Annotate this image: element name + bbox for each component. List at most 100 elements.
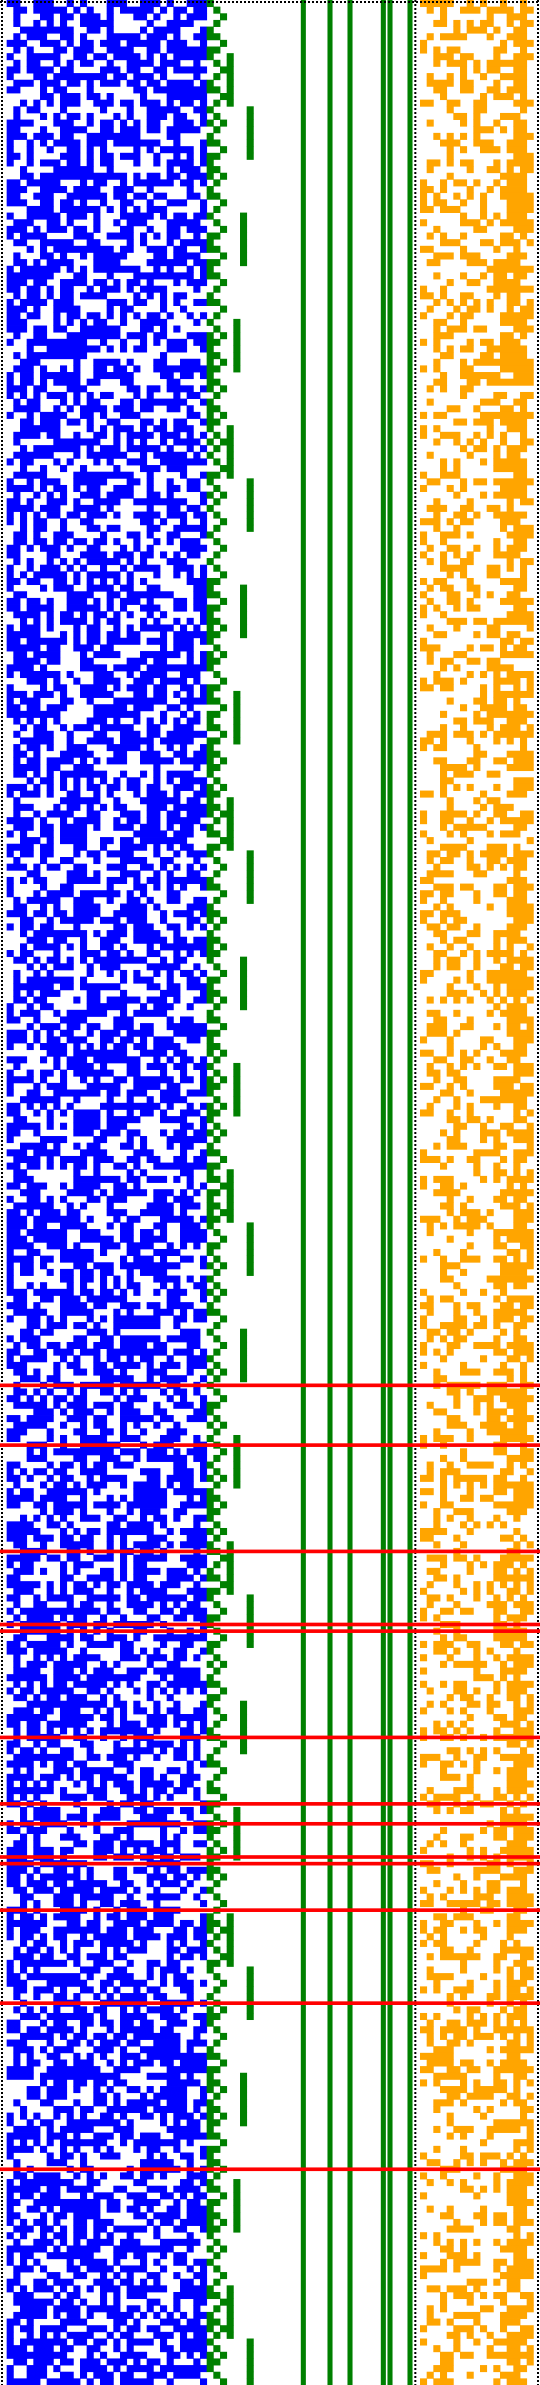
block-a-cell (26, 159, 34, 167)
block-a-cell (200, 245, 208, 253)
border-left-dot (1, 112, 3, 114)
block-b-staircase-cell (213, 1468, 221, 1476)
block-c-cell (440, 1222, 448, 1230)
block-c-cell (506, 2358, 521, 2366)
block-a-cell (40, 126, 48, 134)
block-a-cell (60, 126, 88, 134)
block-b-bars-column (347, 0, 353, 2385)
block-a-cell (20, 1142, 48, 1150)
block-b-staircase-cell (206, 604, 221, 612)
block-a-cell (146, 1893, 181, 1901)
border-top-dot (244, 1, 246, 3)
block-a-cell (60, 491, 68, 499)
block-a-cell (133, 1541, 161, 1549)
block-a-cell (113, 2245, 174, 2253)
block-b-staircase-cell (220, 1023, 228, 1031)
block-a-cell (13, 538, 28, 546)
block-a-cell (46, 1594, 74, 1602)
block-c-cell (486, 1116, 494, 1124)
block-c-cell (520, 950, 528, 958)
block-a-cell (146, 963, 181, 971)
block-a-cell (53, 1348, 74, 1356)
block-a-cell (60, 2032, 68, 2040)
block-a-cell (166, 126, 201, 134)
block-c-cell (513, 1069, 534, 1077)
block-a-cell (146, 950, 161, 958)
block-c-cell (440, 823, 448, 831)
block-b-staircase-cell (206, 744, 214, 752)
block-c-cell (453, 1873, 461, 1881)
block-a-cell (6, 2212, 21, 2220)
block-a-cell (173, 1833, 181, 1841)
block-a-cell (40, 13, 54, 21)
block-a-cell (66, 2265, 81, 2273)
block-c-cell (473, 764, 481, 772)
block-a-cell (6, 73, 14, 81)
block-a-cell (113, 2291, 121, 2300)
block-b-staircase-cell (226, 823, 234, 831)
block-a-cell (180, 2278, 194, 2286)
block-a-cell (40, 79, 61, 87)
block-c-cell (460, 1760, 468, 1768)
block-a-cell (120, 1335, 161, 1343)
block-a-cell (13, 1953, 34, 1961)
block-a-cell (46, 1720, 88, 1728)
block-c-cell (486, 1900, 501, 1908)
border-top-dot (100, 1, 102, 3)
block-a-cell (73, 1182, 101, 1190)
block-a-cell (200, 611, 208, 619)
block-c-cell (493, 1142, 508, 1150)
block-c-cell (500, 651, 534, 659)
block-a-cell (80, 890, 121, 898)
block-c-cell (513, 524, 534, 532)
block-a-cell (20, 1009, 41, 1017)
block-b-staircase-cell (213, 1122, 221, 1130)
block-a-cell (80, 1986, 94, 1994)
block-a-cell (33, 305, 41, 313)
block-c-cell (506, 1654, 534, 1662)
block-a-cell (100, 1660, 108, 1668)
border-top-dot (320, 1, 322, 3)
block-a-cell (60, 1946, 68, 1954)
block-a-cell (20, 378, 34, 386)
block-c-cell (453, 770, 474, 778)
block-a-cell (133, 1076, 174, 1084)
block-a-cell (46, 391, 68, 399)
block-a-cell (153, 2258, 161, 2266)
block-a-cell (200, 272, 208, 280)
block-a-cell (140, 2046, 181, 2054)
block-a-cell (40, 850, 54, 858)
block-a-cell (6, 2365, 14, 2373)
block-a-cell (80, 33, 88, 41)
block-c-cell (506, 1840, 528, 1848)
block-c-cell (426, 870, 454, 878)
block-a-cell (86, 398, 101, 406)
block-a-cell (86, 2052, 94, 2060)
block-c-cell (466, 1481, 474, 1489)
block-a-cell (173, 1322, 181, 1330)
block-a-cell (166, 1933, 188, 1941)
block-c-cell (420, 1707, 428, 1715)
block-a-cell (180, 2218, 208, 2226)
block-a-cell (186, 478, 201, 486)
block-a-cell (193, 1282, 208, 1290)
block-a-cell (160, 737, 194, 745)
block-a-cell (86, 803, 94, 811)
block-a-cell (153, 1162, 208, 1170)
block-a-cell (93, 1840, 114, 1848)
block-b-staircase-cell (206, 1527, 214, 1536)
block-c-cell (520, 391, 534, 399)
block-a-cell (40, 564, 61, 572)
block-a-cell (173, 564, 194, 572)
block-b-staircase-cell (246, 126, 254, 134)
block-a-cell (133, 159, 141, 167)
block-c-cell (506, 2331, 534, 2339)
block-c-cell (460, 73, 468, 81)
block-a-cell (120, 1229, 134, 1237)
block-c-cell (493, 1959, 501, 1967)
block-a-cell (80, 465, 88, 473)
block-a-cell (200, 2092, 208, 2100)
block-a-cell (160, 644, 168, 652)
block-a-cell (26, 1767, 34, 1775)
block-a-cell (40, 2019, 48, 2027)
